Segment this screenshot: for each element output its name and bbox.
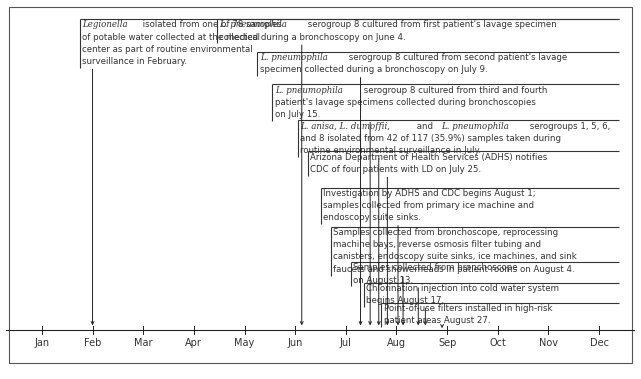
Text: serogroup 8 cultured from first patient's lavage specimen: serogroup 8 cultured from first patient'… bbox=[305, 20, 557, 30]
Text: on August 13.: on August 13. bbox=[353, 276, 413, 285]
Text: Sep: Sep bbox=[438, 338, 456, 348]
Text: Arizona Department of Health Services (ADHS) notifies: Arizona Department of Health Services (A… bbox=[310, 153, 547, 162]
Text: Legionella: Legionella bbox=[83, 20, 128, 30]
Text: collected during a bronchoscopy on June 4.: collected during a bronchoscopy on June … bbox=[219, 33, 406, 42]
Text: routine environmental surveillance in July.: routine environmental surveillance in Ju… bbox=[300, 146, 481, 155]
Text: serogroup 8 cultured from second patient's lavage: serogroup 8 cultured from second patient… bbox=[345, 53, 567, 62]
Text: and 8 isolated from 42 of 117 (35.9%) samples taken during: and 8 isolated from 42 of 117 (35.9%) sa… bbox=[300, 134, 562, 143]
Text: CDC of four patients with LD on July 25.: CDC of four patients with LD on July 25. bbox=[310, 165, 481, 174]
Text: canisters, endoscopy suite sinks, ice machines, and sink: canisters, endoscopy suite sinks, ice ma… bbox=[333, 252, 577, 262]
Text: L. pneumophila: L. pneumophila bbox=[442, 122, 510, 131]
Text: isolated from one of 78 samples: isolated from one of 78 samples bbox=[140, 20, 282, 30]
Text: Jun: Jun bbox=[287, 338, 303, 348]
Text: Apr: Apr bbox=[185, 338, 203, 348]
Text: Samples collected from bronchoscope: Samples collected from bronchoscope bbox=[353, 263, 518, 273]
Text: L. pneumophila: L. pneumophila bbox=[219, 20, 287, 30]
Text: specimen collected during a bronchoscopy on July 9.: specimen collected during a bronchoscopy… bbox=[260, 65, 487, 74]
Text: begins August 17.: begins August 17. bbox=[366, 296, 444, 305]
Text: and: and bbox=[414, 122, 436, 131]
Text: patient's lavage specimens collected during bronchoscopies: patient's lavage specimens collected dur… bbox=[275, 98, 536, 107]
Text: of potable water collected at the medical: of potable water collected at the medica… bbox=[83, 33, 260, 42]
Text: serogroup 8 cultured from third and fourth: serogroup 8 cultured from third and four… bbox=[361, 86, 547, 95]
Text: on July 15.: on July 15. bbox=[275, 110, 320, 119]
Text: center as part of routine environmental: center as part of routine environmental bbox=[83, 45, 253, 54]
Text: Point-of-use filters installed in high-risk: Point-of-use filters installed in high-r… bbox=[384, 304, 553, 313]
Text: endoscopy suite sinks.: endoscopy suite sinks. bbox=[323, 213, 421, 222]
Text: L. pneumophila: L. pneumophila bbox=[275, 86, 343, 95]
Text: Jul: Jul bbox=[340, 338, 352, 348]
Text: L. pneumophila: L. pneumophila bbox=[260, 53, 328, 62]
Text: Chlorination injection into cold water system: Chlorination injection into cold water s… bbox=[366, 284, 559, 293]
Text: Mar: Mar bbox=[134, 338, 153, 348]
Text: patient areas August 27.: patient areas August 27. bbox=[384, 316, 490, 325]
Text: serogroups 1, 5, 6,: serogroups 1, 5, 6, bbox=[528, 122, 611, 131]
Text: samples collected from primary ice machine and: samples collected from primary ice machi… bbox=[323, 201, 534, 210]
Text: Jan: Jan bbox=[35, 338, 49, 348]
Text: Investigation by ADHS and CDC begins August 1;: Investigation by ADHS and CDC begins Aug… bbox=[323, 189, 536, 198]
Text: surveillance in February.: surveillance in February. bbox=[83, 57, 187, 66]
Text: Samples collected from bronchoscope, reprocessing: Samples collected from bronchoscope, rep… bbox=[333, 228, 558, 237]
Text: Feb: Feb bbox=[84, 338, 101, 348]
Text: faucets and showerheads in patient rooms on August 4.: faucets and showerheads in patient rooms… bbox=[333, 265, 575, 274]
Text: machine bays, reverse osmosis filter tubing and: machine bays, reverse osmosis filter tub… bbox=[333, 240, 541, 249]
Text: Dec: Dec bbox=[590, 338, 608, 348]
Text: Nov: Nov bbox=[539, 338, 558, 348]
Text: L. anisa, L. dumoffii,: L. anisa, L. dumoffii, bbox=[300, 122, 390, 131]
Text: May: May bbox=[235, 338, 254, 348]
Text: Oct: Oct bbox=[489, 338, 506, 348]
Text: Aug: Aug bbox=[387, 338, 406, 348]
